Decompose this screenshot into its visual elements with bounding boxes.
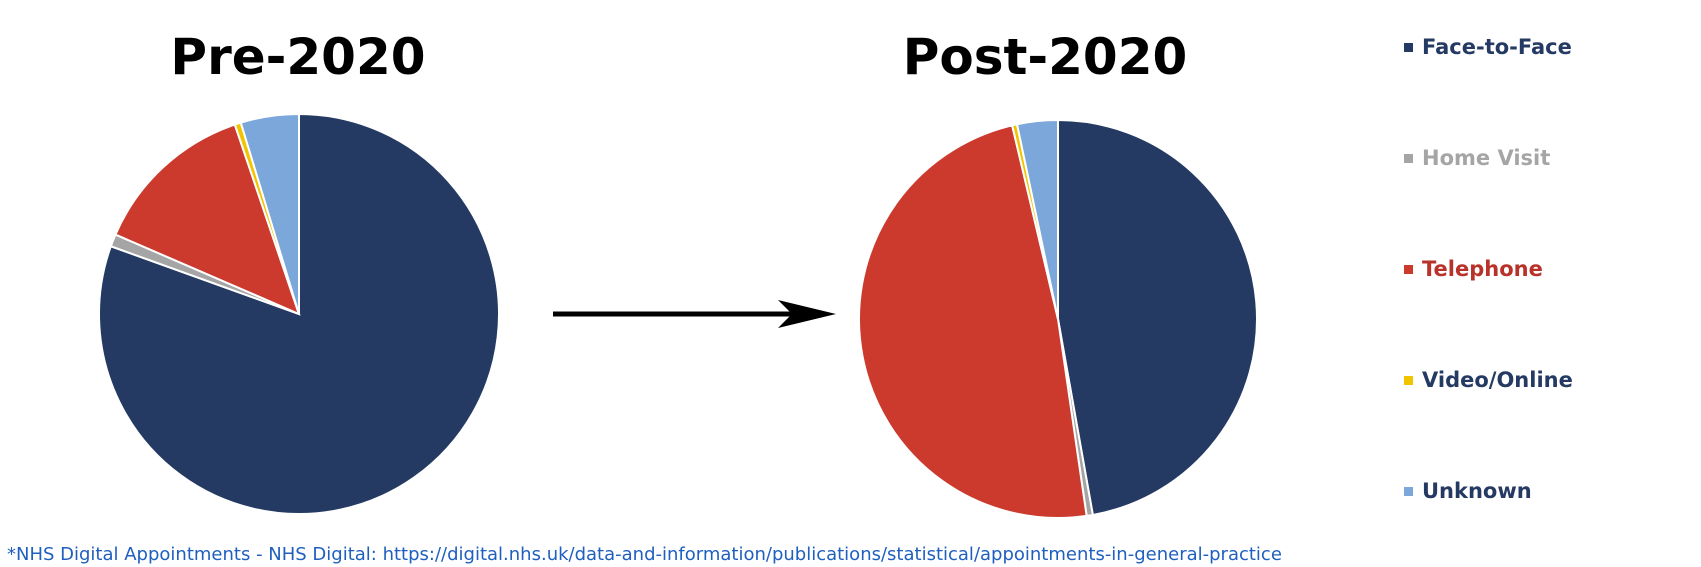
legend-item-unknown: Unknown	[1404, 476, 1532, 506]
legend-swatch-face-to-face	[1404, 42, 1413, 52]
legend-label-face-to-face: Face-to-Face	[1422, 35, 1572, 59]
legend-swatch-unknown	[1404, 486, 1413, 496]
chart-title-post: Post-2020	[902, 28, 1188, 86]
legend-swatch-video-online	[1404, 375, 1413, 385]
legend-item-video-online: Video/Online	[1404, 365, 1573, 395]
pie-slice-pre-face-to-face	[98, 112, 500, 515]
right-arrow-icon	[553, 300, 836, 328]
legend-label-home-visit: Home Visit	[1422, 146, 1551, 170]
pie-slice-post-telephone	[858, 124, 1088, 519]
pie-chart-pre	[98, 112, 500, 515]
legend-item-telephone: Telephone	[1404, 254, 1543, 284]
chart-legend: Face-to-Face Home Visit Telephone Video/Onl…	[1390, 20, 1620, 530]
pie-slice-pre-telephone	[114, 123, 301, 316]
pie-slice-post-face-to-face	[1057, 118, 1258, 517]
pie-chart-post	[858, 118, 1258, 519]
pie-slice-post-unknown	[1015, 118, 1059, 320]
source-citation: *NHS Digital Appointments - NHS Digital:…	[7, 544, 1282, 565]
legend-swatch-home-visit	[1404, 153, 1413, 163]
legend-label-unknown: Unknown	[1422, 479, 1532, 503]
legend-swatch-telephone	[1404, 264, 1413, 274]
legend-label-video-online: Video/Online	[1422, 368, 1573, 392]
legend-label-telephone: Telephone	[1422, 257, 1543, 281]
legend-item-face-to-face: Face-to-Face	[1404, 32, 1572, 62]
pie-slice-pre-unknown	[239, 112, 300, 315]
legend-item-home-visit: Home Visit	[1404, 143, 1550, 173]
chart-title-pre: Pre-2020	[170, 28, 426, 86]
